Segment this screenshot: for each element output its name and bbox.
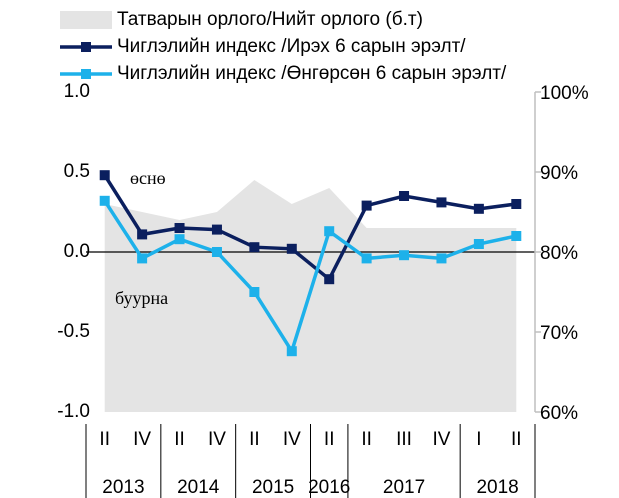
x-tick-label: I (476, 429, 481, 450)
y2-tick-label: 60% (540, 403, 578, 424)
x-tick-label: II (99, 429, 110, 450)
marker (361, 200, 372, 211)
marker (174, 223, 185, 233)
marker (249, 242, 260, 253)
plot: -1.0-0.50.00.51.060%70%80%90%100%II IV II I… (57, 81, 589, 498)
legend-marker (81, 42, 91, 52)
marker (511, 231, 522, 241)
marker (473, 239, 484, 249)
marker (249, 287, 260, 297)
marker (286, 346, 297, 357)
legend-label: Чиглэлийн индекс /Өнгөрсөн 6 сарын эрэлт… (117, 63, 507, 84)
year-label: 2018 (476, 477, 518, 498)
x-tick-label: II (361, 429, 372, 450)
x-tick-label: IV (208, 429, 226, 450)
y-tick-label: 0.5 (64, 161, 90, 182)
line (103, 199, 517, 356)
marker (99, 170, 110, 181)
marker (324, 226, 335, 237)
x-tick-label: III (396, 429, 412, 450)
marker (399, 250, 410, 261)
marker (436, 253, 447, 264)
year-label: 2015 (252, 477, 294, 498)
x-tick-label: II (511, 429, 522, 450)
x-tick-label: IV (432, 429, 450, 450)
y-tick-label: -0.5 (57, 321, 90, 342)
legend-marker (81, 69, 91, 79)
y2-tick-label: 70% (540, 323, 578, 344)
year-label: 2014 (177, 477, 220, 498)
marker (286, 243, 297, 254)
marker (511, 199, 522, 209)
marker (211, 247, 222, 257)
marker (137, 229, 148, 240)
marker (99, 195, 110, 206)
x-tick-label: II (174, 429, 185, 450)
year-label: 2013 (102, 477, 144, 498)
x-tick-label: IV (283, 429, 301, 450)
marker (211, 224, 222, 235)
year-label: 2016 (308, 477, 350, 498)
y-tick-label: 1.0 (64, 81, 90, 102)
marker (399, 191, 410, 201)
marker (137, 253, 148, 264)
line (103, 174, 517, 282)
y2-tick-label: 90% (540, 163, 578, 184)
annotation: өснө (130, 168, 166, 188)
annotation: буурна (115, 288, 168, 308)
x-tick-label: II (249, 429, 260, 450)
marker (324, 274, 335, 285)
legend-label: Татварын орлого/Нийт орлого (б.т) (117, 9, 423, 30)
x-tick-label: IV (133, 429, 151, 450)
legend-label: Чиглэлийн индекс /Ирэх 6 сарын эрэлт/ (117, 36, 466, 57)
marker (473, 203, 484, 214)
y2-tick-label: 80% (540, 243, 578, 264)
y-tick-label: 0.0 (64, 241, 90, 262)
marker (436, 197, 447, 208)
marker (174, 234, 185, 245)
y-tick-label: -1.0 (57, 401, 90, 422)
year-label: 2017 (383, 477, 425, 498)
marker (361, 253, 372, 264)
legend-swatch (60, 11, 112, 29)
y2-tick-label: 100% (540, 83, 589, 104)
x-tick-label: II (324, 429, 335, 450)
